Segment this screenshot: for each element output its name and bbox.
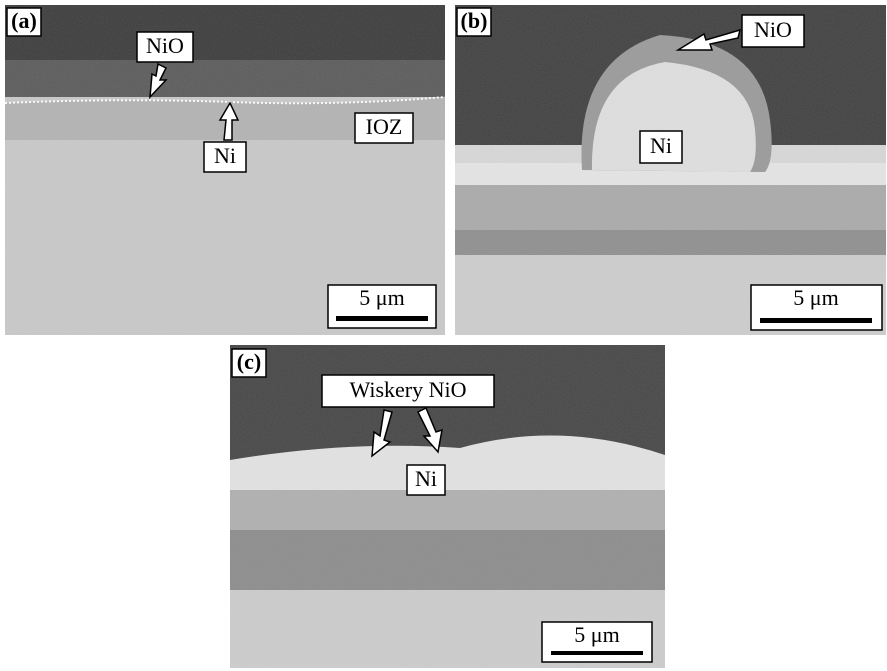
panel-c: (c) Wiskery NiO Ni 5 μm bbox=[230, 345, 665, 668]
annotation: NiO bbox=[754, 17, 792, 42]
panel-b: (b) NiO Ni 5 μm bbox=[455, 5, 886, 335]
annotation: Wiskery NiO bbox=[349, 377, 466, 402]
scale-bar bbox=[336, 316, 428, 321]
figure: (a) NiO Ni IOZ 5 μm (b) NiO Ni 5 μm bbox=[0, 0, 887, 671]
panel-label: (a) bbox=[11, 8, 37, 33]
annotation: NiO bbox=[146, 33, 184, 58]
scale-bar-label: 5 μm bbox=[359, 285, 404, 310]
panel-label: (b) bbox=[461, 8, 488, 33]
panel-label: (c) bbox=[237, 349, 261, 374]
panel-a: (a) NiO Ni IOZ 5 μm bbox=[5, 5, 445, 335]
scale-bar-label: 5 μm bbox=[793, 285, 838, 310]
annotation: Ni bbox=[650, 133, 672, 158]
annotation: IOZ bbox=[366, 114, 403, 139]
annotation: Ni bbox=[415, 466, 437, 491]
scale-bar-label: 5 μm bbox=[574, 622, 619, 647]
scale-bar bbox=[551, 651, 643, 655]
scale-bar bbox=[760, 318, 872, 323]
annotation: Ni bbox=[214, 143, 236, 168]
